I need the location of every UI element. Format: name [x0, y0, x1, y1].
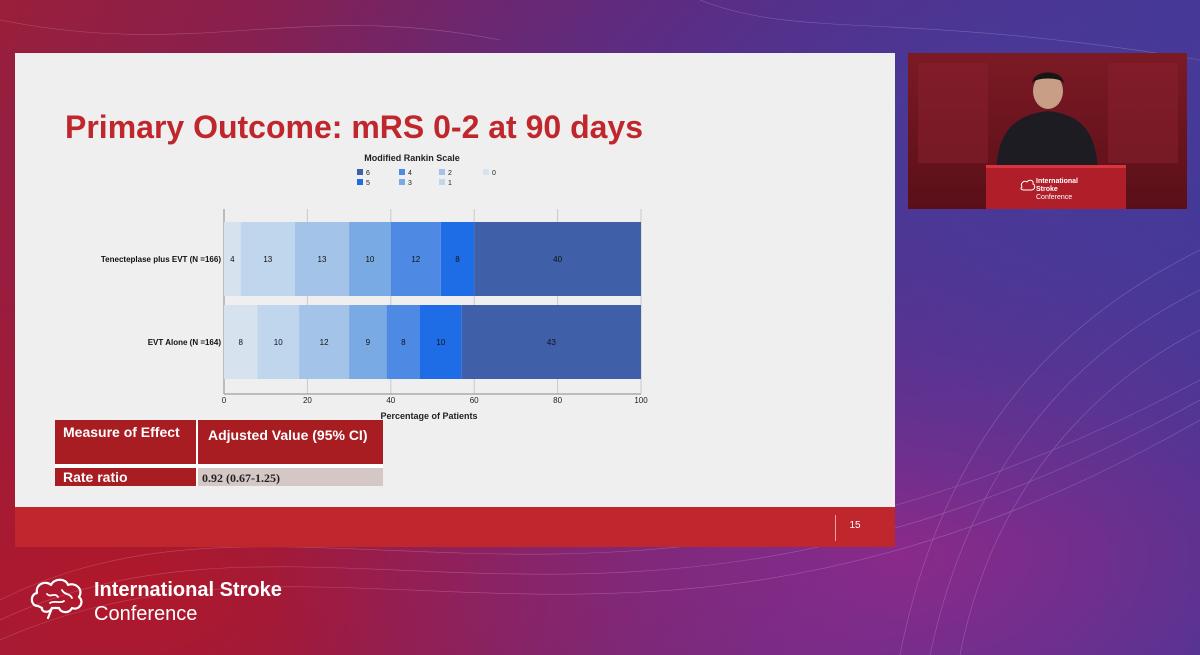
x-axis-label: Percentage of Patients: [380, 411, 477, 421]
x-tick-label: 20: [303, 396, 312, 405]
bar-segment-mrs-0: [224, 305, 258, 379]
x-tick-label: 60: [470, 396, 479, 405]
podium-logo-icon: [1020, 179, 1036, 191]
bar-segment-mrs-3: [349, 305, 387, 379]
slide-footer-bar: 15: [15, 507, 895, 547]
brain-logo-icon: [30, 578, 83, 620]
legend-swatch-0: [483, 169, 489, 175]
data-label: 8: [401, 338, 406, 347]
data-label: 8: [455, 255, 460, 264]
brand-name-line1: International Stroke: [94, 579, 282, 601]
bar-segment-mrs-2: [299, 305, 350, 379]
bar-segment-mrs-2: [294, 222, 350, 296]
category-label: Tenecteplase plus EVT (N =166): [101, 255, 221, 264]
footer-divider: [835, 515, 836, 541]
legend-swatch-6: [357, 169, 363, 175]
bar-segment-mrs-6: [474, 222, 641, 296]
legend-swatch-3: [399, 179, 405, 185]
presentation-slide: Primary Outcome: mRS 0-2 at 90 days Modi…: [15, 53, 895, 547]
bar-segment-mrs-5: [419, 305, 462, 379]
legend-label-4: 4: [408, 170, 412, 177]
bar-segment-mrs-6: [461, 305, 641, 379]
legend-swatch-4: [399, 169, 405, 175]
conference-branding: International Stroke Conference: [28, 576, 282, 625]
bar-segment-mrs-1: [240, 222, 295, 296]
legend-label-6: 6: [366, 170, 370, 177]
legend-label-1: 1: [448, 180, 452, 187]
data-label: 43: [547, 338, 556, 347]
legend-label-2: 2: [448, 170, 452, 177]
data-label: 40: [553, 255, 562, 264]
effect-header-measure: Measure of Effect: [55, 420, 198, 466]
brand-name-line2: Conference: [94, 603, 198, 625]
bar-segment-mrs-0: [224, 222, 241, 296]
legend-swatch-1: [439, 179, 445, 185]
data-label: 12: [320, 338, 329, 347]
bar-segment-mrs-5: [440, 222, 475, 296]
x-tick-label: 100: [634, 396, 648, 405]
data-label: 8: [238, 338, 243, 347]
speaker-head: [1033, 73, 1063, 109]
bar-segment-mrs-4: [390, 222, 441, 296]
effect-table: Measure of Effect Adjusted Value (95% CI…: [55, 420, 383, 486]
data-label: 10: [365, 255, 374, 264]
bar-segment-mrs-1: [257, 305, 300, 379]
legend-title: Modified Rankin Scale: [364, 153, 460, 163]
x-tick-label: 40: [386, 396, 395, 405]
podium-text-3: Conference: [1036, 194, 1072, 201]
data-label: 10: [436, 338, 445, 347]
podium-text-2: Stroke: [1036, 186, 1058, 193]
data-label: 12: [411, 255, 420, 264]
speaker-camera-feed: International Stroke Conference: [908, 53, 1187, 209]
effect-header-value: Adjusted Value (95% CI): [197, 420, 383, 466]
legend-label-0: 0: [492, 170, 496, 177]
legend-swatch-5: [357, 179, 363, 185]
data-label: 13: [263, 255, 272, 264]
data-label: 13: [318, 255, 327, 264]
data-label: 9: [366, 338, 371, 347]
effect-row-measure: Rate ratio: [55, 464, 198, 486]
legend-label-5: 5: [366, 180, 370, 187]
legend-swatch-2: [439, 169, 445, 175]
x-tick-label: 80: [553, 396, 562, 405]
category-label: EVT Alone (N =164): [148, 338, 222, 347]
data-label: 4: [230, 255, 235, 264]
x-tick-label: 0: [222, 396, 227, 405]
legend-label-3: 3: [408, 180, 412, 187]
effect-row-value: 0.92 (0.67-1.25): [197, 464, 383, 486]
podium: [986, 165, 1126, 209]
bar-segment-mrs-3: [349, 222, 391, 296]
bar-segment-mrs-4: [386, 305, 420, 379]
data-label: 10: [274, 338, 283, 347]
podium-text-1: International: [1036, 178, 1078, 185]
slide-title: Primary Outcome: mRS 0-2 at 90 days: [65, 109, 644, 145]
speaker-video: International Stroke Conference: [908, 53, 1187, 209]
slide-page-number: 15: [849, 520, 861, 531]
speaker-body: [996, 111, 1098, 171]
